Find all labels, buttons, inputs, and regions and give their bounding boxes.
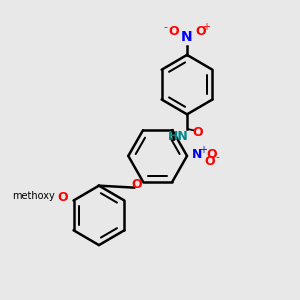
Text: O: O [206, 148, 217, 161]
Text: HN: HN [168, 130, 189, 143]
Text: O: O [57, 191, 68, 204]
Text: methoxy: methoxy [12, 191, 54, 201]
Text: -: - [164, 22, 168, 32]
Text: O: O [132, 178, 142, 191]
Text: O: O [195, 25, 206, 38]
Text: O: O [192, 126, 202, 139]
Text: +: + [199, 145, 207, 155]
Text: -: - [215, 152, 219, 162]
Text: O: O [204, 155, 215, 168]
Text: +: + [202, 22, 210, 32]
Text: N: N [191, 148, 202, 161]
Text: O: O [169, 25, 179, 38]
Text: N: N [181, 30, 193, 44]
